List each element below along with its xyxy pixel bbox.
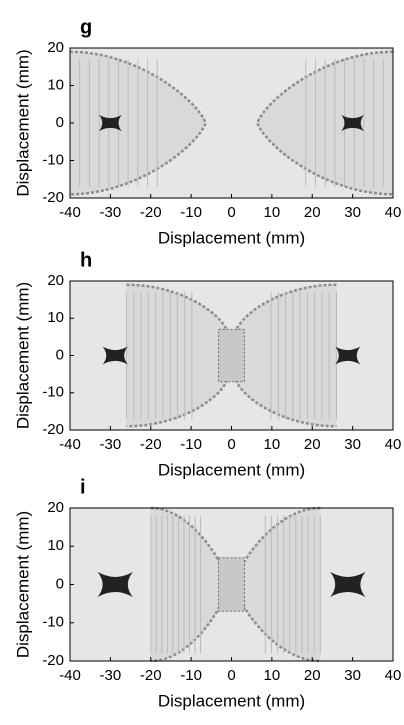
panel-label: g bbox=[80, 16, 92, 38]
y-tick-label: -20 bbox=[42, 189, 64, 206]
y-tick-label: -10 bbox=[42, 384, 64, 401]
y-tick-label: 10 bbox=[47, 76, 64, 93]
x-tick-label: -20 bbox=[140, 204, 162, 221]
x-tick-label: -40 bbox=[59, 436, 81, 453]
y-tick-label: -10 bbox=[42, 151, 64, 168]
x-tick-label: 10 bbox=[264, 436, 281, 453]
x-tick-label: 10 bbox=[264, 204, 281, 221]
x-tick-label: -30 bbox=[100, 667, 122, 684]
x-tick-label: 20 bbox=[304, 204, 321, 221]
image-blob bbox=[102, 346, 128, 365]
x-axis-label: Displacement (mm) bbox=[158, 228, 305, 247]
x-tick-label: -40 bbox=[59, 667, 81, 684]
y-tick-label: -20 bbox=[42, 652, 64, 669]
y-axis-label: Displacement (mm) bbox=[13, 511, 32, 658]
y-tick-label: 0 bbox=[56, 114, 64, 131]
y-tick-label: 10 bbox=[47, 309, 64, 326]
y-tick-label: 20 bbox=[47, 272, 64, 289]
y-tick-label: 0 bbox=[56, 346, 64, 363]
x-tick-label: 0 bbox=[227, 204, 235, 221]
x-tick-label: -20 bbox=[140, 436, 162, 453]
x-tick-label: -20 bbox=[140, 667, 162, 684]
x-tick-label: 30 bbox=[344, 436, 361, 453]
image-blob bbox=[335, 346, 361, 365]
y-tick-label: 20 bbox=[47, 499, 64, 516]
x-tick-label: 40 bbox=[385, 204, 402, 221]
x-tick-label: -10 bbox=[180, 436, 202, 453]
x-tick-label: 30 bbox=[344, 204, 361, 221]
image-blob bbox=[330, 571, 366, 598]
x-tick-label: -30 bbox=[100, 204, 122, 221]
x-tick-label: -30 bbox=[100, 436, 122, 453]
x-tick-label: 40 bbox=[385, 667, 402, 684]
x-tick-label: 0 bbox=[227, 436, 235, 453]
x-tick-label: 30 bbox=[344, 667, 361, 684]
y-tick-label: 20 bbox=[47, 39, 64, 56]
x-tick-label: 20 bbox=[304, 436, 321, 453]
x-tick-label: 0 bbox=[227, 667, 235, 684]
panel-label: h bbox=[80, 249, 92, 271]
y-tick-label: -20 bbox=[42, 421, 64, 438]
x-axis-label: Displacement (mm) bbox=[158, 460, 305, 479]
x-tick-label: 20 bbox=[304, 667, 321, 684]
y-tick-label: 0 bbox=[56, 575, 64, 592]
x-tick-label: 40 bbox=[385, 436, 402, 453]
x-tick-label: -10 bbox=[180, 204, 202, 221]
image-shape bbox=[218, 557, 245, 612]
y-axis-label: Displacement (mm) bbox=[13, 282, 32, 429]
image-blob bbox=[341, 114, 364, 132]
image-blob bbox=[99, 114, 122, 132]
y-tick-label: 10 bbox=[47, 537, 64, 554]
x-tick-label: -10 bbox=[180, 667, 202, 684]
y-axis-label: Displacement (mm) bbox=[13, 49, 32, 196]
x-tick-label: 10 bbox=[264, 667, 281, 684]
y-tick-label: -10 bbox=[42, 614, 64, 631]
x-tick-label: -40 bbox=[59, 204, 81, 221]
x-axis-label: Displacement (mm) bbox=[158, 691, 305, 710]
panel-label: i bbox=[80, 476, 86, 498]
image-blob bbox=[97, 571, 133, 598]
image-shape bbox=[218, 328, 245, 383]
